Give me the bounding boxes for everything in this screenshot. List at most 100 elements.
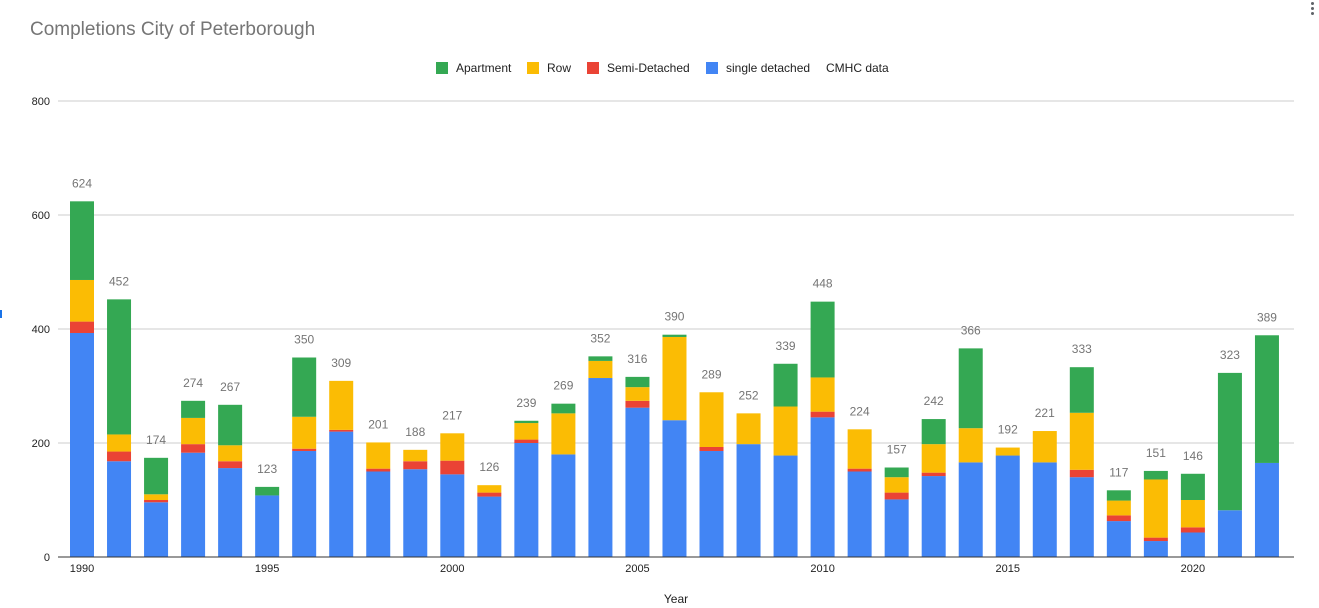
bar-stack-1998 <box>366 442 391 557</box>
bar-segment-single-detached <box>847 471 872 557</box>
bar-segment-apartment <box>292 357 317 417</box>
total-label: 389 <box>1257 310 1277 324</box>
total-label: 624 <box>72 176 92 190</box>
bar-segment-apartment <box>588 356 613 361</box>
bar-segment-single-detached <box>477 496 502 557</box>
bar-stack-2005 <box>625 376 650 557</box>
total-label: 157 <box>887 443 907 457</box>
bar-stack-2009 <box>773 363 798 557</box>
bar-stack-2008 <box>736 413 761 557</box>
legend-swatch <box>436 62 448 74</box>
bar-segment-row <box>699 392 724 447</box>
y-tick-label: 200 <box>32 438 50 450</box>
bar-segment-row <box>366 442 391 469</box>
chart-title: Completions City of Peterborough <box>30 19 316 40</box>
bar-segment-row <box>588 360 613 379</box>
bar-segment-single-detached <box>921 476 946 557</box>
bar-segment-single-detached <box>1032 462 1057 557</box>
legend-label: Semi-Detached <box>607 61 690 75</box>
bar-segment-single-detached <box>1254 462 1279 557</box>
bar-segment-single-detached <box>70 332 94 557</box>
total-label: 146 <box>1183 449 1203 463</box>
total-label: 239 <box>516 396 536 410</box>
bars <box>70 201 1279 557</box>
bar-stack-1990 <box>70 201 94 557</box>
bar-stack-1991 <box>107 299 132 557</box>
bar-stack-1996 <box>292 357 317 557</box>
bar-segment-row <box>292 416 317 449</box>
bar-segment-row <box>736 413 761 445</box>
bar-segment-apartment <box>625 376 650 388</box>
bar-segment-row <box>1069 412 1094 470</box>
bar-segment-apartment <box>107 299 132 435</box>
bar-stack-2001 <box>477 485 502 557</box>
bar-segment-row <box>107 434 132 452</box>
more-options-icon[interactable] <box>1310 2 1316 18</box>
bar-stack-1999 <box>403 449 428 557</box>
bar-segment-single-detached <box>1069 477 1094 557</box>
bar-segment-apartment <box>662 334 687 337</box>
bar-segment-apartment <box>1217 372 1242 511</box>
bar-segment-single-detached <box>884 499 909 557</box>
total-label: 224 <box>850 404 870 418</box>
bar-stack-1993 <box>181 400 206 557</box>
bar-segment-semi-detached <box>107 451 132 462</box>
bar-segment-single-detached <box>514 443 539 557</box>
bar-stack-1995 <box>255 486 280 557</box>
bar-segment-row <box>514 423 539 440</box>
total-label: 352 <box>590 331 610 345</box>
bar-segment-apartment <box>144 457 169 495</box>
x-axis-title: Year <box>664 592 688 606</box>
total-label: 267 <box>220 380 240 394</box>
bar-stack-2006 <box>662 334 687 557</box>
bar-segment-row <box>1106 500 1131 516</box>
legend-label: Apartment <box>456 61 512 75</box>
x-tick-label: 1995 <box>255 563 279 575</box>
total-label: 174 <box>146 433 166 447</box>
total-label: 448 <box>813 277 833 291</box>
x-tick-label: 1990 <box>70 563 94 575</box>
total-label: 217 <box>442 408 462 422</box>
bar-stack-2014 <box>958 348 983 557</box>
bar-segment-semi-detached <box>1143 537 1168 542</box>
bar-segment-row <box>921 444 946 473</box>
x-tick-label: 2015 <box>996 563 1020 575</box>
bar-segment-semi-detached <box>1069 469 1094 478</box>
bar-segment-apartment <box>884 467 909 478</box>
x-axis-ticks: 1990 1995 2000 2005 2010 2015 2020 <box>70 563 1205 575</box>
bar-stack-1992 <box>144 457 169 557</box>
selection-edge-marker <box>0 310 2 318</box>
bar-segment-single-detached <box>107 461 132 557</box>
bar-segment-semi-detached <box>625 400 650 408</box>
bar-segment-single-detached <box>1180 532 1205 557</box>
bar-segment-apartment <box>773 363 798 407</box>
bar-segment-semi-detached <box>810 411 835 418</box>
bar-segment-apartment <box>255 486 280 496</box>
bar-segment-single-detached <box>329 431 354 557</box>
bar-segment-row <box>773 406 798 456</box>
bar-stack-2022 <box>1254 335 1279 557</box>
bar-segment-semi-detached <box>144 500 169 503</box>
legend-label: Row <box>547 61 571 75</box>
bar-stack-2015 <box>995 447 1020 557</box>
bar-segment-semi-detached <box>366 468 391 472</box>
total-label: 309 <box>331 356 351 370</box>
bar-segment-row <box>551 413 576 455</box>
legend-swatch <box>706 62 718 74</box>
bar-stack-2016 <box>1032 431 1057 557</box>
bar-segment-apartment <box>1106 490 1131 501</box>
total-label: 221 <box>1035 406 1055 420</box>
bar-segment-row <box>662 336 687 421</box>
bar-segment-row <box>218 445 243 462</box>
bar-segment-apartment <box>551 403 576 414</box>
bar-segment-row <box>995 447 1020 456</box>
bar-segment-row <box>1032 431 1057 463</box>
legend-swatch <box>527 62 539 74</box>
total-label: 316 <box>627 352 647 366</box>
bar-segment-row <box>403 449 428 462</box>
bar-stack-1997 <box>329 380 354 557</box>
bar-segment-single-detached <box>810 417 835 557</box>
legend-swatch <box>587 62 599 74</box>
bar-segment-apartment <box>1143 470 1168 480</box>
bar-segment-single-detached <box>1217 510 1242 557</box>
